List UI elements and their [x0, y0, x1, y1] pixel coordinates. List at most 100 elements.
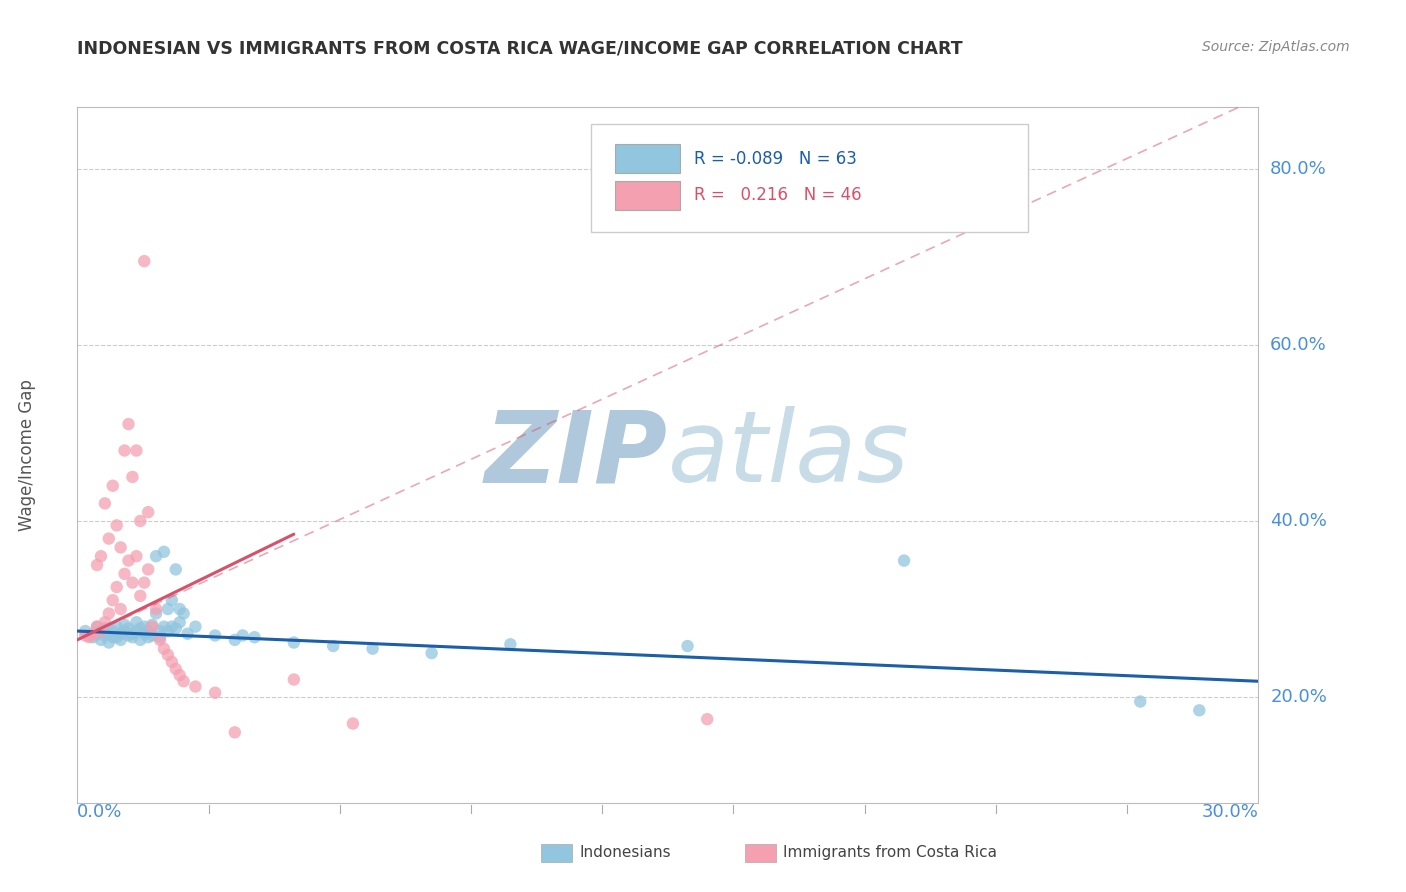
- Point: [169, 602, 191, 616]
- Point: [134, 254, 156, 268]
- Point: [101, 593, 124, 607]
- Point: [149, 630, 172, 644]
- Point: [134, 620, 156, 634]
- Point: [243, 630, 266, 644]
- Point: [136, 624, 159, 638]
- Point: [94, 628, 117, 642]
- Point: [129, 632, 152, 647]
- Point: [499, 637, 522, 651]
- Point: [86, 626, 108, 640]
- Point: [90, 632, 112, 647]
- Point: [283, 635, 305, 649]
- Point: [156, 648, 179, 662]
- Point: [160, 593, 183, 607]
- Text: atlas: atlas: [668, 407, 910, 503]
- Point: [676, 639, 699, 653]
- Point: [153, 545, 176, 559]
- Point: [141, 620, 163, 634]
- Point: [129, 514, 152, 528]
- Point: [90, 549, 112, 564]
- Point: [101, 630, 124, 644]
- Point: [82, 630, 104, 644]
- Point: [136, 630, 159, 644]
- Point: [75, 628, 97, 642]
- Point: [125, 615, 148, 630]
- Text: 0.0%: 0.0%: [77, 803, 122, 821]
- Point: [94, 615, 117, 630]
- Point: [1188, 703, 1211, 717]
- FancyBboxPatch shape: [591, 124, 1028, 232]
- Point: [114, 624, 136, 638]
- Point: [117, 628, 139, 642]
- Point: [165, 562, 187, 576]
- Point: [153, 641, 176, 656]
- Point: [121, 575, 143, 590]
- FancyBboxPatch shape: [614, 181, 679, 210]
- Text: Indonesians: Indonesians: [579, 846, 671, 860]
- Point: [105, 620, 128, 634]
- Point: [160, 620, 183, 634]
- Point: [110, 632, 132, 647]
- Point: [169, 668, 191, 682]
- Point: [97, 626, 120, 640]
- Point: [125, 624, 148, 638]
- Point: [145, 602, 167, 616]
- Point: [94, 496, 117, 510]
- FancyBboxPatch shape: [541, 844, 572, 862]
- Point: [361, 641, 384, 656]
- Point: [156, 624, 179, 638]
- Point: [204, 628, 226, 642]
- Point: [169, 615, 191, 630]
- FancyBboxPatch shape: [614, 144, 679, 173]
- Point: [136, 505, 159, 519]
- Point: [136, 562, 159, 576]
- Point: [97, 607, 120, 621]
- Point: [82, 626, 104, 640]
- Text: 80.0%: 80.0%: [1270, 160, 1327, 178]
- Point: [224, 725, 246, 739]
- Text: Immigrants from Costa Rica: Immigrants from Costa Rica: [783, 846, 997, 860]
- Text: INDONESIAN VS IMMIGRANTS FROM COSTA RICA WAGE/INCOME GAP CORRELATION CHART: INDONESIAN VS IMMIGRANTS FROM COSTA RICA…: [77, 40, 963, 58]
- Point: [224, 632, 246, 647]
- Point: [117, 553, 139, 567]
- Text: 20.0%: 20.0%: [1270, 688, 1327, 706]
- Text: Source: ZipAtlas.com: Source: ZipAtlas.com: [1202, 40, 1350, 54]
- Point: [86, 558, 108, 572]
- Point: [134, 626, 156, 640]
- Text: 40.0%: 40.0%: [1270, 512, 1327, 530]
- Point: [90, 624, 112, 638]
- Point: [121, 630, 143, 644]
- Text: R = -0.089   N = 63: R = -0.089 N = 63: [693, 150, 856, 168]
- Text: R =   0.216   N = 46: R = 0.216 N = 46: [693, 186, 862, 204]
- Point: [86, 620, 108, 634]
- Point: [90, 624, 112, 638]
- Point: [110, 541, 132, 555]
- Point: [110, 626, 132, 640]
- Point: [77, 630, 100, 644]
- Point: [204, 686, 226, 700]
- Point: [105, 580, 128, 594]
- Point: [184, 680, 207, 694]
- Point: [232, 628, 254, 642]
- Point: [114, 618, 136, 632]
- Point: [97, 532, 120, 546]
- Point: [75, 624, 97, 638]
- Point: [141, 618, 163, 632]
- Point: [97, 635, 120, 649]
- Point: [342, 716, 364, 731]
- Point: [117, 622, 139, 636]
- Text: 60.0%: 60.0%: [1270, 335, 1327, 354]
- Point: [134, 575, 156, 590]
- Point: [696, 712, 718, 726]
- Point: [121, 626, 143, 640]
- Point: [283, 673, 305, 687]
- Point: [121, 470, 143, 484]
- Point: [149, 632, 172, 647]
- Point: [105, 630, 128, 644]
- FancyBboxPatch shape: [745, 844, 776, 862]
- Point: [114, 566, 136, 581]
- Point: [117, 417, 139, 431]
- Point: [153, 620, 176, 634]
- Point: [86, 620, 108, 634]
- Point: [101, 479, 124, 493]
